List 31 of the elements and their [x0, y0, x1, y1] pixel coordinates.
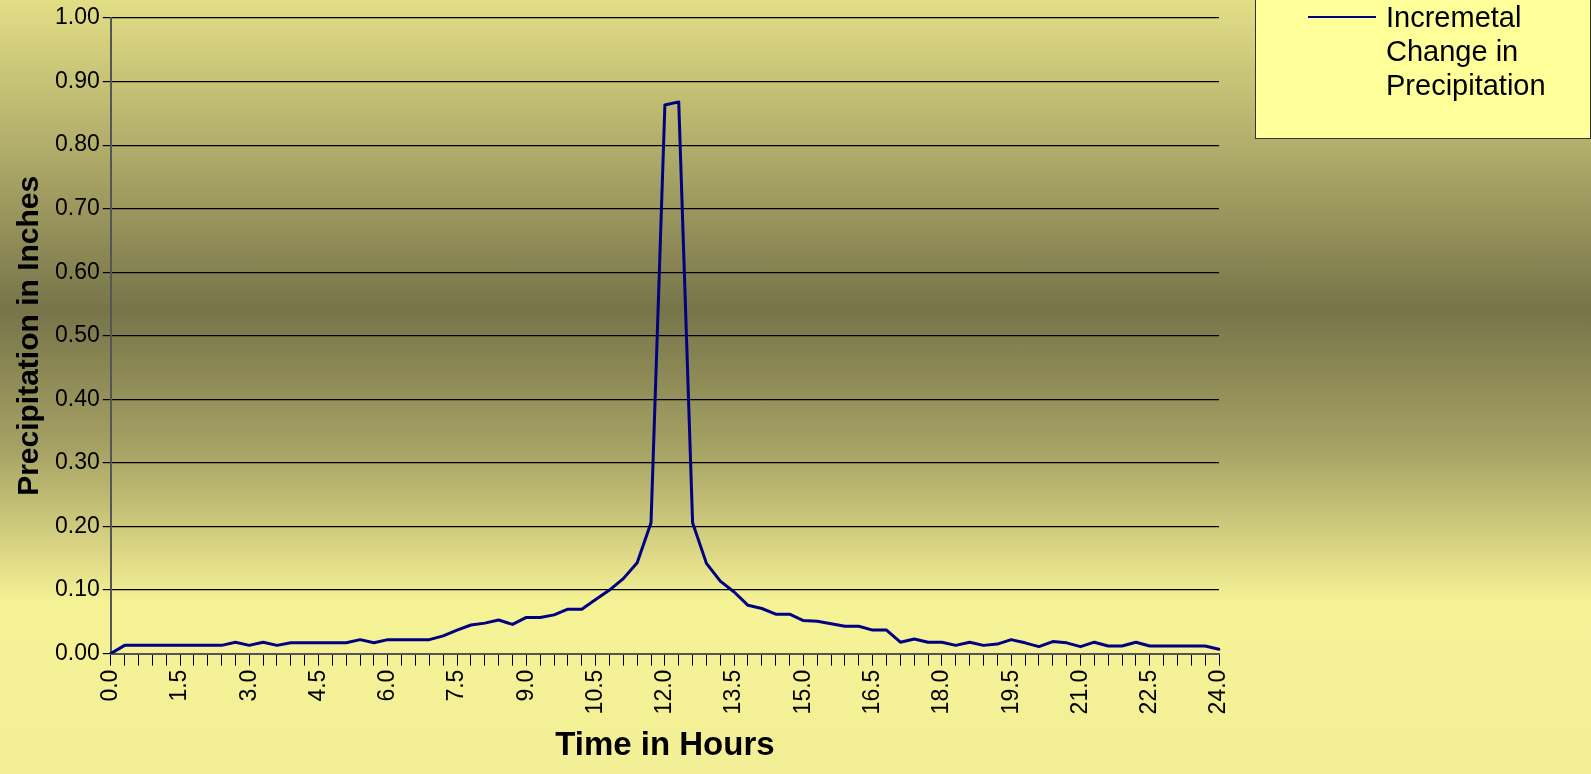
y-tick-label: 0.40 — [55, 384, 100, 411]
y-tick-label: 0.70 — [55, 194, 100, 221]
x-tick-label: 7.5 — [442, 669, 469, 702]
x-tick-label: 19.5 — [996, 669, 1023, 715]
x-tick-label: 13.5 — [719, 669, 746, 715]
x-tick-label: 12.0 — [650, 669, 677, 715]
y-tick-label: 0.60 — [55, 257, 100, 284]
y-tick-label: 0.20 — [55, 511, 100, 538]
y-tick-label: 0.30 — [55, 448, 100, 475]
x-tick-label: 1.5 — [165, 669, 192, 702]
y-tick-label: 0.90 — [55, 66, 100, 93]
x-tick-label: 22.5 — [1135, 669, 1162, 715]
x-tick-label: 6.0 — [373, 669, 400, 702]
x-tick-label: 24.0 — [1204, 669, 1231, 715]
x-tick-label: 4.5 — [303, 669, 330, 702]
y-tick-label: 0.10 — [55, 575, 100, 602]
legend-label: Incremetal Change in Precipitation — [1386, 1, 1546, 101]
x-tick-label: 10.5 — [580, 669, 607, 715]
x-tick-label: 16.5 — [858, 669, 885, 715]
x-tick-label: 3.0 — [234, 669, 261, 702]
x-tick-label: 21.0 — [1065, 669, 1092, 715]
y-axis-title: Precipitation in Inches — [11, 175, 45, 496]
x-tick-label: 9.0 — [511, 669, 538, 702]
x-axis-title: Time in Hours — [555, 725, 775, 763]
y-tick-label: 0.50 — [55, 321, 100, 348]
y-tick-label: 0.00 — [55, 638, 100, 665]
x-tick-label: 18.0 — [927, 669, 954, 715]
x-tick-label: 0.0 — [96, 669, 123, 702]
x-tick-label: 15.0 — [788, 669, 815, 715]
y-tick-label: 1.00 — [55, 3, 100, 30]
y-tick-label: 0.80 — [55, 130, 100, 157]
